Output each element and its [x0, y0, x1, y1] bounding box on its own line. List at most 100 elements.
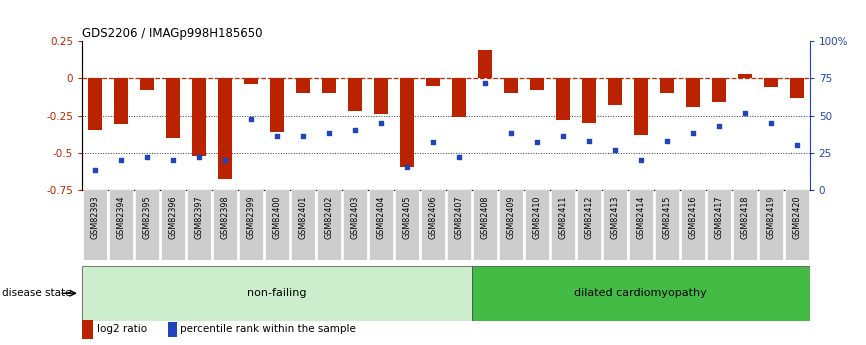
FancyBboxPatch shape — [343, 190, 367, 260]
Bar — [660, 78, 674, 93]
Bar — [452, 78, 466, 117]
FancyBboxPatch shape — [603, 190, 627, 260]
Point — [608, 147, 622, 152]
Bar — [530, 78, 544, 90]
Bar — [634, 78, 648, 135]
Point — [556, 134, 570, 139]
Bar — [82, 320, 93, 339]
FancyBboxPatch shape — [499, 190, 523, 260]
Bar — [478, 50, 492, 78]
Point — [764, 120, 778, 126]
Text: non-failing: non-failing — [248, 288, 307, 298]
Text: GSM82417: GSM82417 — [714, 195, 723, 239]
FancyBboxPatch shape — [447, 190, 471, 260]
Point — [504, 131, 518, 136]
FancyBboxPatch shape — [369, 190, 393, 260]
Text: GSM82400: GSM82400 — [273, 195, 281, 239]
Text: GSM82407: GSM82407 — [455, 195, 463, 239]
Bar — [166, 78, 180, 138]
Bar — [504, 78, 518, 93]
Point — [426, 139, 440, 145]
Bar — [556, 78, 570, 120]
Bar — [348, 78, 362, 111]
Bar — [82, 266, 472, 321]
Text: GSM82413: GSM82413 — [611, 195, 619, 239]
Point — [738, 110, 752, 115]
Text: GSM82416: GSM82416 — [688, 195, 697, 239]
FancyBboxPatch shape — [733, 190, 757, 260]
FancyBboxPatch shape — [317, 190, 341, 260]
Text: GSM82396: GSM82396 — [169, 195, 178, 239]
Text: log2 ratio: log2 ratio — [97, 325, 146, 334]
Text: GSM82395: GSM82395 — [143, 195, 152, 239]
Text: GSM82419: GSM82419 — [766, 195, 775, 239]
Bar — [472, 266, 810, 321]
Text: GSM82393: GSM82393 — [91, 195, 100, 239]
Text: GDS2206 / IMAGp998H185650: GDS2206 / IMAGp998H185650 — [82, 27, 262, 40]
Bar — [608, 78, 622, 105]
Bar — [582, 78, 596, 123]
FancyBboxPatch shape — [291, 190, 315, 260]
Point — [530, 139, 544, 145]
Point — [790, 142, 804, 148]
FancyBboxPatch shape — [759, 190, 783, 260]
Text: GSM82394: GSM82394 — [117, 195, 126, 239]
Text: GSM82418: GSM82418 — [740, 195, 749, 239]
Bar — [400, 78, 414, 167]
FancyBboxPatch shape — [785, 190, 809, 260]
Bar — [426, 78, 440, 86]
Bar — [218, 78, 232, 179]
FancyBboxPatch shape — [707, 190, 731, 260]
FancyBboxPatch shape — [681, 190, 705, 260]
Text: GSM82414: GSM82414 — [637, 195, 645, 239]
Point — [348, 128, 362, 133]
Text: GSM82411: GSM82411 — [559, 195, 567, 239]
Text: GSM82412: GSM82412 — [585, 195, 593, 239]
Bar — [244, 78, 258, 85]
FancyBboxPatch shape — [187, 190, 211, 260]
Bar — [790, 78, 804, 98]
Bar — [270, 78, 284, 132]
Text: GSM82399: GSM82399 — [247, 195, 255, 239]
Bar — [712, 78, 726, 102]
FancyBboxPatch shape — [83, 190, 107, 260]
Point — [374, 120, 388, 126]
Bar — [322, 78, 336, 93]
Text: GSM82409: GSM82409 — [507, 195, 515, 239]
Point — [244, 116, 258, 121]
Text: GSM82398: GSM82398 — [221, 195, 229, 239]
FancyBboxPatch shape — [213, 190, 237, 260]
Bar — [764, 78, 778, 87]
Point — [140, 154, 154, 160]
Point — [400, 165, 414, 170]
Point — [114, 157, 128, 163]
Point — [270, 134, 284, 139]
Bar — [140, 78, 154, 90]
FancyBboxPatch shape — [395, 190, 419, 260]
Bar — [88, 78, 102, 130]
Point — [686, 131, 700, 136]
Bar — [686, 78, 700, 107]
FancyBboxPatch shape — [109, 190, 133, 260]
FancyBboxPatch shape — [265, 190, 289, 260]
Point — [660, 138, 674, 144]
Point — [322, 131, 336, 136]
Bar — [738, 74, 752, 78]
FancyBboxPatch shape — [577, 190, 601, 260]
Text: percentile rank within the sample: percentile rank within the sample — [180, 325, 356, 334]
Point — [166, 157, 180, 163]
Bar — [192, 78, 206, 156]
Text: GSM82402: GSM82402 — [325, 195, 333, 239]
Point — [712, 123, 726, 129]
Text: GSM82401: GSM82401 — [299, 195, 307, 239]
Text: GSM82405: GSM82405 — [403, 195, 411, 239]
Text: GSM82410: GSM82410 — [533, 195, 541, 239]
FancyBboxPatch shape — [629, 190, 653, 260]
Point — [634, 157, 648, 163]
FancyBboxPatch shape — [551, 190, 575, 260]
FancyBboxPatch shape — [135, 190, 159, 260]
FancyBboxPatch shape — [421, 190, 445, 260]
Bar — [374, 78, 388, 114]
Point — [88, 168, 102, 173]
Point — [296, 134, 310, 139]
